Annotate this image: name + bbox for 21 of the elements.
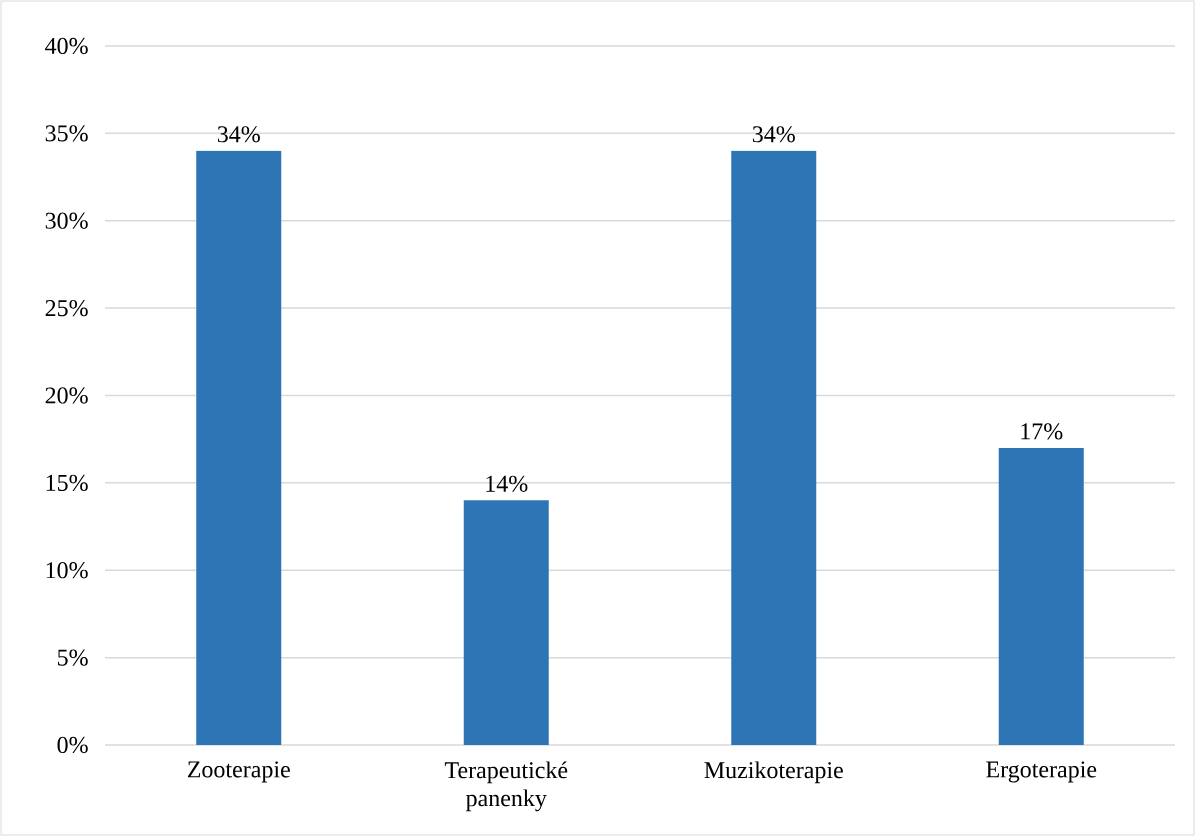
- x-tick-label: Terapeutické panenky: [444, 761, 568, 812]
- y-tick-label: 20%: [45, 387, 88, 404]
- bar: [998, 447, 1084, 745]
- data-label: 17%: [1021, 423, 1063, 440]
- y-tick-label: 40%: [45, 37, 88, 55]
- y-tick-label: 10%: [46, 562, 88, 579]
- bar: [731, 150, 817, 745]
- data-label: 14%: [486, 475, 528, 492]
- x-tick-label: Muzikoterapie: [704, 761, 843, 784]
- y-tick-label: 5%: [57, 649, 88, 666]
- data-label: 34%: [217, 126, 260, 143]
- y-tick-label: 35%: [45, 125, 88, 142]
- x-tick-label: Ergoterapie: [986, 761, 1097, 783]
- x-tick-label: Zooterapie: [187, 761, 290, 783]
- y-tick-label: 30%: [45, 212, 88, 229]
- y-tick-label: 25%: [45, 299, 88, 317]
- y-tick-label: 15%: [46, 474, 88, 492]
- y-tick-label: 0%: [57, 736, 88, 754]
- bar: [196, 150, 282, 745]
- data-label: 34%: [752, 126, 795, 143]
- bar: [463, 500, 549, 745]
